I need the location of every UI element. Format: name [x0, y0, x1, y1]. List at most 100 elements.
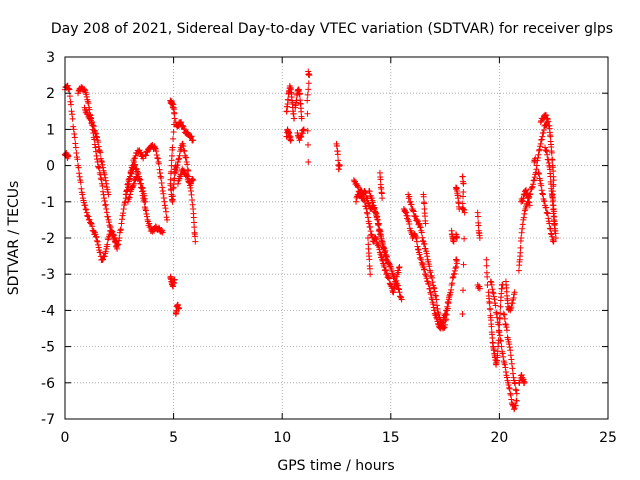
- data-point: [170, 129, 177, 136]
- data-points: [62, 68, 559, 413]
- data-point: [160, 190, 167, 197]
- data-point: [447, 289, 454, 296]
- data-point: [129, 183, 136, 190]
- data-point: [427, 269, 434, 276]
- data-point: [429, 279, 436, 286]
- data-point: [127, 173, 134, 180]
- data-point: [537, 177, 544, 184]
- data-point: [497, 303, 504, 310]
- data-point: [393, 277, 400, 284]
- data-point: [374, 216, 381, 223]
- data-point: [531, 174, 538, 181]
- data-point: [539, 190, 546, 197]
- data-point: [296, 91, 303, 98]
- data-point: [497, 310, 504, 317]
- y-tick-labels: -7 -6 -5 -4 -3 -2 -1 0 1 2 3: [41, 50, 55, 428]
- data-point: [128, 170, 135, 177]
- data-point: [66, 86, 73, 93]
- data-point: [419, 260, 426, 267]
- data-point: [174, 180, 181, 187]
- data-point: [176, 305, 183, 312]
- data-point: [538, 136, 545, 143]
- data-point: [510, 374, 517, 381]
- data-point: [192, 238, 199, 245]
- data-point: [421, 200, 428, 207]
- data-point: [434, 305, 441, 312]
- data-point: [64, 82, 71, 89]
- data-point: [175, 156, 182, 163]
- data-point: [134, 168, 141, 175]
- data-point: [397, 293, 404, 300]
- data-point: [501, 311, 508, 318]
- data-point: [167, 170, 174, 177]
- data-point: [369, 199, 376, 206]
- data-point: [430, 304, 437, 311]
- data-point: [362, 190, 369, 197]
- data-point: [135, 175, 142, 182]
- data-point: [542, 144, 549, 151]
- data-point: [367, 228, 374, 235]
- data-point: [378, 232, 385, 239]
- data-point: [159, 184, 166, 191]
- data-point: [304, 127, 311, 134]
- data-point: [461, 235, 468, 242]
- data-point: [174, 162, 181, 169]
- data-point: [138, 180, 145, 187]
- x-tick-labels: 0 5 10 15 20 25: [61, 430, 617, 446]
- data-point: [72, 140, 79, 147]
- y-tick-label: -5: [41, 340, 55, 356]
- data-point: [406, 193, 413, 200]
- data-point: [157, 173, 164, 180]
- data-point: [545, 215, 552, 222]
- data-point: [359, 188, 366, 195]
- data-point: [525, 195, 532, 202]
- data-point: [187, 187, 194, 194]
- data-point: [538, 187, 545, 194]
- data-point: [169, 146, 176, 153]
- data-point: [190, 177, 197, 184]
- data-point: [188, 191, 195, 198]
- data-point: [501, 361, 508, 368]
- data-point: [512, 386, 519, 393]
- x-tick-label: 20: [490, 430, 508, 446]
- data-point: [451, 270, 458, 277]
- data-point: [536, 147, 543, 154]
- data-point: [508, 356, 515, 363]
- data-point: [483, 256, 490, 263]
- data-point: [498, 338, 505, 345]
- data-point: [363, 209, 370, 216]
- data-point: [435, 320, 442, 327]
- data-point: [533, 166, 540, 173]
- data-point: [154, 154, 161, 161]
- data-point: [517, 244, 524, 251]
- axis-ticks: [64, 56, 609, 420]
- data-point: [180, 125, 187, 132]
- data-point: [95, 139, 102, 146]
- data-point: [484, 273, 491, 280]
- data-point: [98, 176, 105, 183]
- data-point: [507, 347, 514, 354]
- data-point: [82, 206, 89, 213]
- y-tick-label: 0: [46, 159, 55, 175]
- data-point: [515, 267, 522, 274]
- data-point: [366, 256, 373, 263]
- data-point: [543, 147, 550, 154]
- data-point: [114, 242, 121, 249]
- data-point: [533, 162, 540, 169]
- data-point: [364, 210, 371, 217]
- data-point: [451, 267, 458, 274]
- data-point: [69, 111, 76, 118]
- data-point: [506, 384, 513, 391]
- data-point: [79, 191, 86, 198]
- data-point: [364, 214, 371, 221]
- data-point: [490, 290, 497, 297]
- data-point: [443, 311, 450, 318]
- data-point: [124, 181, 131, 188]
- data-point: [72, 144, 79, 151]
- data-point: [376, 227, 383, 234]
- data-point: [189, 201, 196, 208]
- data-point: [427, 291, 434, 298]
- data-point: [425, 281, 432, 288]
- data-point: [305, 158, 312, 165]
- data-point: [97, 149, 104, 156]
